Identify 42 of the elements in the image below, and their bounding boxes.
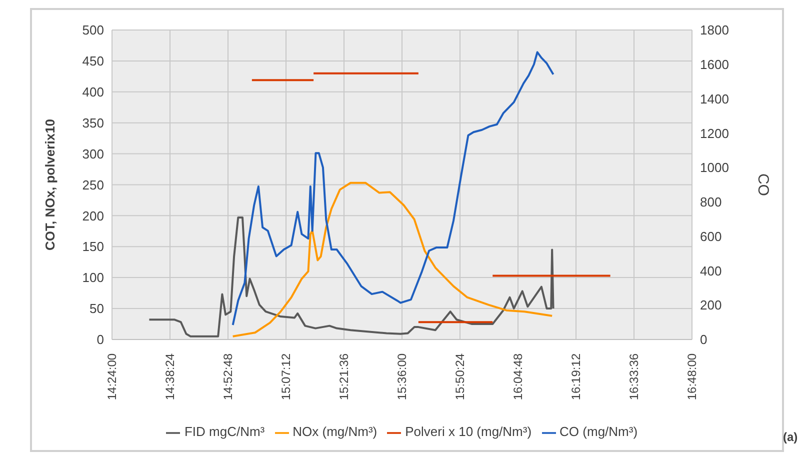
y2-tick-label: 0 xyxy=(700,332,708,348)
line-series xyxy=(148,216,554,338)
y-tick-label: 250 xyxy=(82,177,104,192)
x-tick-label: 15:07:12 xyxy=(279,353,293,400)
legend-label: CO (mg/Nm³) xyxy=(560,424,638,440)
y-tick-label: 0 xyxy=(96,332,104,348)
y-axis-title: COT, NOx, polverix10 xyxy=(42,118,58,250)
y2-tick-label: 1400 xyxy=(700,91,729,106)
y2-tick-label: 1000 xyxy=(700,160,729,176)
y2-tick-label: 1800 xyxy=(700,22,729,38)
y2-tick-label: 1200 xyxy=(700,126,729,141)
legend-label: Polveri x 10 (mg/Nm³) xyxy=(405,424,532,440)
y-tick-label: 50 xyxy=(90,301,104,316)
y2-axis-title: CO xyxy=(754,173,772,196)
x-tick-label: 16:48:00 xyxy=(685,353,699,400)
x-tick-label: 14:38:24 xyxy=(163,353,177,400)
y2-tick-label: 1600 xyxy=(700,56,729,72)
x-tick-label: 15:50:24 xyxy=(453,353,467,400)
y-tick-label: 450 xyxy=(82,54,104,69)
line-series xyxy=(232,51,554,326)
y-tick-label: 150 xyxy=(82,239,104,254)
y2-tick-label: 800 xyxy=(700,194,722,210)
y-tick-label: 200 xyxy=(82,208,104,224)
x-tick-label: 16:19:12 xyxy=(569,353,583,400)
text: (a) xyxy=(783,430,798,444)
y-tick-label: 500 xyxy=(82,22,104,38)
y2-tick-label: 600 xyxy=(700,228,722,244)
y-tick-label: 300 xyxy=(82,146,104,162)
y-tick-label: 350 xyxy=(82,115,104,130)
y-tick-label: 100 xyxy=(82,270,104,286)
y2-tick-label: 200 xyxy=(700,298,722,313)
x-tick-label: 16:33:36 xyxy=(627,353,641,400)
legend-label: NOx (mg/Nm³) xyxy=(292,424,378,440)
y-tick-label: 400 xyxy=(82,84,104,100)
x-tick-label: 15:21:36 xyxy=(337,353,351,400)
x-tick-label: 14:24:00 xyxy=(105,353,119,400)
line-series xyxy=(232,182,554,338)
x-tick-label: 16:04:48 xyxy=(511,353,525,400)
y2-tick-label: 400 xyxy=(700,263,722,278)
x-tick-label: 14:52:48 xyxy=(221,353,235,400)
legend-label: FID mgC/Nm³ xyxy=(184,424,265,440)
x-tick-label: 15:36:00 xyxy=(395,353,409,400)
